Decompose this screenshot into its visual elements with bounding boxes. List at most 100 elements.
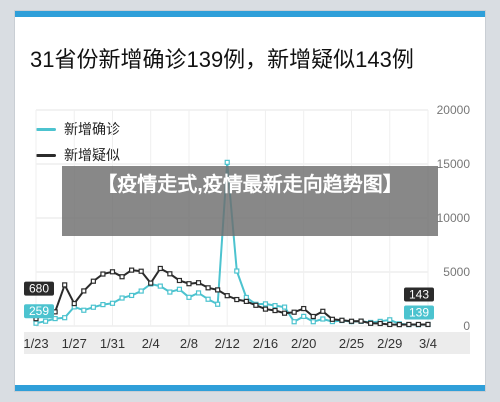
legend-item-confirmed: 新增确诊	[36, 116, 120, 142]
data-point	[119, 274, 125, 280]
watermark-overlay: 【疫情走式,疫情最新走向趋势图】	[62, 166, 438, 236]
data-point	[358, 318, 364, 324]
data-point	[195, 290, 202, 296]
data-point	[425, 321, 431, 328]
data-point	[176, 286, 183, 292]
x-tick-label: 1/31	[100, 336, 125, 351]
x-tick-label: 2/4	[142, 336, 160, 351]
data-point	[301, 313, 307, 319]
chart-title: 31省份新增确诊139例，新增疑似143例	[30, 47, 414, 72]
data-point	[62, 282, 68, 288]
data-point	[291, 309, 297, 315]
data-point	[109, 300, 116, 306]
data-point	[205, 285, 211, 291]
value-badge	[404, 287, 434, 302]
data-point	[157, 283, 163, 289]
data-point	[81, 307, 87, 313]
value-badge-label: 680	[29, 282, 49, 296]
x-tick-label: 2/20	[291, 336, 316, 351]
data-point	[310, 313, 316, 320]
x-axis-band	[24, 332, 470, 354]
data-point	[157, 265, 163, 272]
y-tick-label: 10000	[437, 211, 471, 225]
data-point	[262, 306, 269, 312]
value-badge-label: 139	[409, 305, 429, 319]
data-point	[339, 317, 345, 323]
data-point	[310, 319, 316, 325]
legend-swatch-suspected	[36, 153, 56, 157]
data-point	[129, 267, 135, 273]
data-point	[272, 307, 278, 314]
data-point	[52, 315, 58, 322]
data-point	[71, 300, 77, 307]
data-point	[406, 321, 412, 328]
legend-label-confirmed: 新增确诊	[64, 121, 120, 137]
data-point	[215, 301, 221, 307]
data-point	[272, 303, 278, 309]
data-point	[253, 302, 259, 308]
card-bottom-accent	[15, 385, 485, 391]
value-badge-label: 143	[409, 287, 429, 301]
data-point	[90, 278, 96, 284]
data-point	[33, 320, 39, 326]
data-point	[100, 271, 106, 277]
value-badge	[24, 281, 54, 296]
data-point	[396, 322, 402, 328]
data-point	[281, 304, 288, 310]
data-point	[109, 269, 116, 275]
x-tick-label: 2/16	[253, 336, 278, 351]
data-point	[320, 308, 326, 314]
x-tick-label: 2/29	[377, 336, 402, 351]
data-point	[234, 268, 240, 274]
data-point	[224, 293, 230, 299]
data-point	[415, 321, 422, 328]
data-point	[387, 317, 393, 323]
value-badge	[404, 305, 434, 320]
data-point	[329, 316, 335, 322]
data-point	[281, 310, 288, 316]
data-point	[90, 304, 96, 310]
y-tick-label: 20000	[437, 103, 471, 117]
data-point	[119, 295, 125, 301]
data-point	[224, 159, 230, 165]
data-point	[368, 320, 374, 326]
data-point	[138, 288, 144, 294]
legend-label-suspected: 新增疑似	[64, 147, 120, 163]
x-tick-label: 1/23	[23, 336, 48, 351]
x-tick-label: 2/8	[180, 336, 198, 351]
data-point	[148, 280, 154, 286]
data-point	[129, 292, 135, 299]
data-point	[348, 318, 355, 324]
x-tick-label: 2/12	[215, 336, 240, 351]
legend-item-suspected: 新增疑似	[36, 142, 120, 168]
value-badge	[24, 304, 54, 319]
data-point	[186, 281, 192, 287]
data-point	[81, 288, 87, 294]
series-line	[35, 267, 428, 326]
data-point	[100, 302, 106, 308]
y-tick-label: 15000	[437, 157, 471, 171]
data-point	[320, 316, 326, 322]
data-point	[138, 268, 144, 274]
data-point	[377, 320, 383, 327]
data-point	[42, 318, 49, 324]
y-tick-label: 5000	[443, 265, 470, 279]
legend-swatch-confirmed	[36, 127, 56, 131]
data-point	[262, 301, 269, 307]
data-point	[195, 280, 202, 286]
value-badge-label: 259	[29, 304, 49, 318]
x-tick-label: 1/27	[62, 336, 87, 351]
y-tick-label: 0	[463, 319, 470, 333]
data-point	[167, 289, 173, 295]
data-point	[215, 287, 221, 293]
data-point	[234, 296, 240, 303]
data-point	[387, 321, 393, 328]
data-point	[243, 298, 249, 305]
data-point	[301, 305, 307, 312]
data-point	[62, 315, 68, 321]
data-point	[167, 271, 173, 277]
x-tick-label: 2/25	[339, 336, 364, 351]
data-point	[205, 296, 211, 302]
